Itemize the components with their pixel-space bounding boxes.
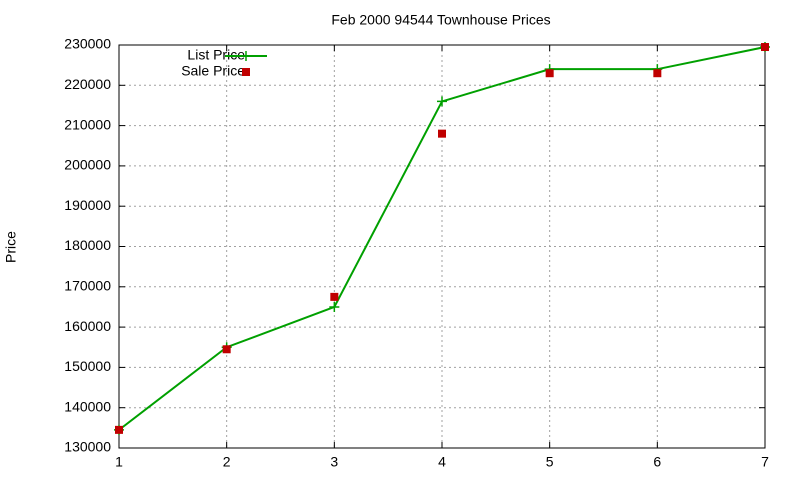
y-tick-label: 170000 <box>64 278 111 294</box>
legend-label: Sale Price <box>181 63 245 79</box>
y-tick-label: 130000 <box>64 439 111 455</box>
x-tick-label: 1 <box>115 454 123 470</box>
x-tick-label: 2 <box>223 454 231 470</box>
data-point <box>330 292 339 301</box>
y-tick-label: 150000 <box>64 358 111 374</box>
legend-marker <box>241 51 251 61</box>
plot-border <box>118 44 766 449</box>
y-tick-label: 220000 <box>64 76 111 92</box>
y-tick-label: 230000 <box>64 36 111 52</box>
y-axis-label: Price <box>3 231 19 263</box>
x-tick-label: 4 <box>438 454 446 470</box>
chart-title: Feb 2000 94544 Townhouse Prices <box>331 12 550 28</box>
x-tick-label: 5 <box>546 454 554 470</box>
data-point <box>653 69 662 78</box>
data-point <box>329 301 340 312</box>
data-point <box>545 69 554 78</box>
y-tick-label: 190000 <box>64 197 111 213</box>
y-tick-label: 160000 <box>64 318 111 334</box>
x-tick-label: 3 <box>330 454 338 470</box>
data-point <box>761 43 769 52</box>
data-point <box>438 129 446 138</box>
legend-marker <box>242 68 250 76</box>
data-point <box>115 425 123 434</box>
legend-label: List Price <box>187 47 245 63</box>
x-tick-label: 7 <box>761 454 769 470</box>
y-tick-label: 180000 <box>64 237 111 253</box>
y-tick-label: 210000 <box>64 116 111 132</box>
data-point <box>437 96 447 107</box>
data-point <box>222 345 231 354</box>
x-tick-label: 6 <box>653 454 661 470</box>
y-tick-label: 200000 <box>64 157 111 173</box>
y-tick-label: 140000 <box>64 398 111 414</box>
